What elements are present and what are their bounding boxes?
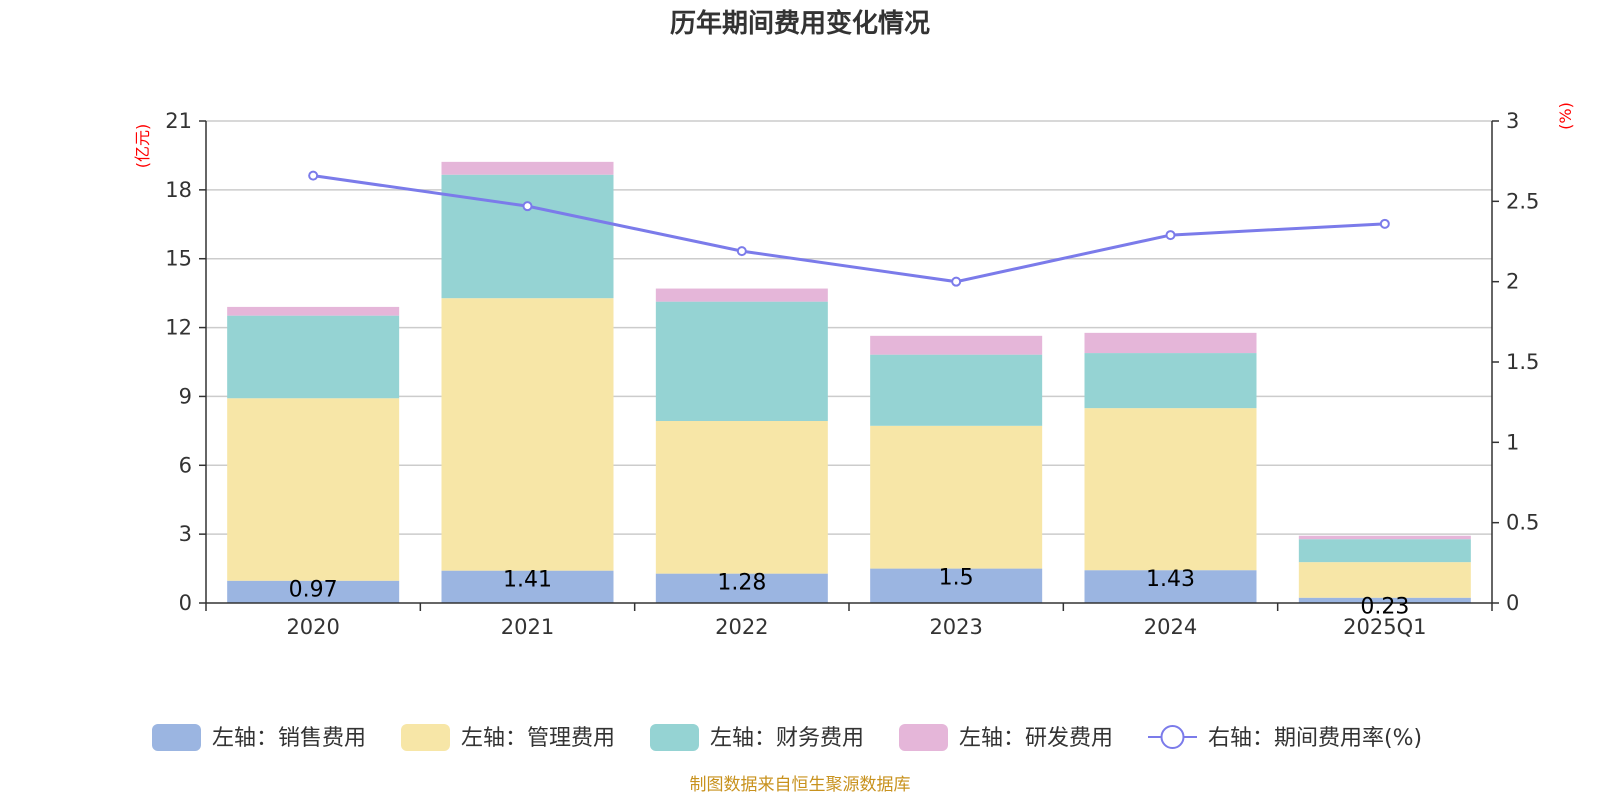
bar-segment-3[interactable] xyxy=(1084,353,1257,409)
left-axis-tick-label: 9 xyxy=(179,384,192,408)
bar-segment-2[interactable] xyxy=(870,425,1043,569)
bar-value-label: 1.5 xyxy=(939,566,974,591)
legend-swatch-3[interactable] xyxy=(650,724,699,751)
bar-segment-4[interactable] xyxy=(441,161,614,175)
right-axis-tick-label: 1 xyxy=(1506,430,1519,454)
legend-line-marker[interactable] xyxy=(1160,725,1185,749)
right-axis-tick-label: 1.5 xyxy=(1506,350,1539,374)
axes xyxy=(199,120,1499,611)
legend-label-3[interactable]: 左轴：财务费用 xyxy=(710,726,864,751)
left-axis-tick-label: 18 xyxy=(165,178,192,202)
bar-segment-1[interactable] xyxy=(870,568,1043,603)
bar-value-label: 1.41 xyxy=(503,568,552,593)
chart-title: 历年期间费用变化情况 xyxy=(670,8,930,39)
bar-stacks xyxy=(227,161,1471,603)
x-axis-tick-label: 2025Q1 xyxy=(1343,615,1426,639)
legend-label-1[interactable]: 左轴：销售费用 xyxy=(212,726,366,751)
right-axis-tick-label: 0 xyxy=(1506,591,1519,615)
bar-segment-4[interactable] xyxy=(1298,535,1471,540)
rate-point[interactable] xyxy=(1379,218,1390,229)
bar-segment-4[interactable] xyxy=(1084,332,1257,354)
bar-segment-3[interactable] xyxy=(441,174,614,299)
rate-point[interactable] xyxy=(522,201,533,212)
x-axis-tick-label: 2020 xyxy=(286,615,339,639)
left-axis-tick-label: 0 xyxy=(179,591,192,615)
rate-point[interactable] xyxy=(951,276,962,287)
legend-swatch-4[interactable] xyxy=(899,724,948,751)
legend-label-2[interactable]: 左轴：管理费用 xyxy=(461,726,615,751)
left-axis-tick-label: 12 xyxy=(165,316,192,340)
bar-segment-2[interactable] xyxy=(1298,562,1471,598)
left-axis-unit: (亿元) xyxy=(133,124,152,169)
bar-segment-2[interactable] xyxy=(1084,408,1257,571)
right-axis-tick-label: 2.5 xyxy=(1506,189,1539,213)
bar-segment-1[interactable] xyxy=(1298,597,1471,603)
right-axis-tick-label: 2 xyxy=(1506,270,1519,294)
left-axis-tick-label: 6 xyxy=(179,453,192,477)
right-axis-tick-label: 3 xyxy=(1506,109,1519,133)
bar-segment-2[interactable] xyxy=(655,420,828,574)
rate-point[interactable] xyxy=(736,246,747,257)
tick-labels: 0 3 6 9 12 15 18 21 0 0.5 1 1.5 2 2.5 3 2020 2021 2022 202… xyxy=(165,109,1539,639)
bar-segment-3[interactable] xyxy=(655,301,828,421)
bar-segment-3[interactable] xyxy=(870,354,1043,426)
right-axis-tick-label: 0.5 xyxy=(1506,511,1539,535)
bar-segment-4[interactable] xyxy=(655,288,828,302)
bar-segment-2[interactable] xyxy=(227,398,400,581)
legend[interactable]: 左轴：销售费用 左轴：管理费用 左轴：财务费用 左轴：研发费用 右轴：期间费用率(%) xyxy=(152,724,1422,751)
left-axis-tick-label: 21 xyxy=(165,109,192,133)
bar-segment-1[interactable] xyxy=(441,570,614,603)
rate-point[interactable] xyxy=(1165,230,1176,241)
bar-segment-1[interactable] xyxy=(655,573,828,603)
bar-value-label: 0.23 xyxy=(1360,595,1409,620)
data-labels: 0.97 1.41 1.28 1.5 1.43 0.23 xyxy=(289,566,1410,620)
bar-segment-1[interactable] xyxy=(227,580,400,603)
rate-line xyxy=(308,170,1390,287)
bar-segment-2[interactable] xyxy=(441,298,614,571)
rate-point[interactable] xyxy=(308,170,319,181)
bar-segment-4[interactable] xyxy=(227,306,400,316)
x-axis-tick-label: 2022 xyxy=(715,615,768,639)
x-axis-tick-label: 2024 xyxy=(1144,615,1197,639)
bar-value-label: 1.43 xyxy=(1146,567,1195,592)
bar-segment-1[interactable] xyxy=(1084,570,1257,603)
legend-swatch-2[interactable] xyxy=(401,724,450,751)
bar-value-label: 0.97 xyxy=(289,578,338,603)
bar-segment-3[interactable] xyxy=(1298,539,1471,563)
legend-label-5[interactable]: 右轴：期间费用率(%) xyxy=(1208,726,1422,751)
bar-segment-4[interactable] xyxy=(870,335,1043,355)
legend-swatch-1[interactable] xyxy=(152,724,201,751)
left-axis-tick-label: 3 xyxy=(179,522,192,546)
data-source-note: 制图数据来自恒生聚源数据库 xyxy=(690,775,911,795)
rate-polyline xyxy=(312,174,1385,284)
x-axis-tick-label: 2021 xyxy=(501,615,554,639)
bar-value-label: 1.28 xyxy=(717,571,766,596)
right-axis-unit: (%) xyxy=(1556,102,1575,130)
x-axis-tick-label: 2023 xyxy=(929,615,982,639)
bar-segment-3[interactable] xyxy=(227,315,400,399)
legend-label-4[interactable]: 左轴：研发费用 xyxy=(959,726,1113,751)
left-axis-tick-label: 15 xyxy=(165,247,192,271)
